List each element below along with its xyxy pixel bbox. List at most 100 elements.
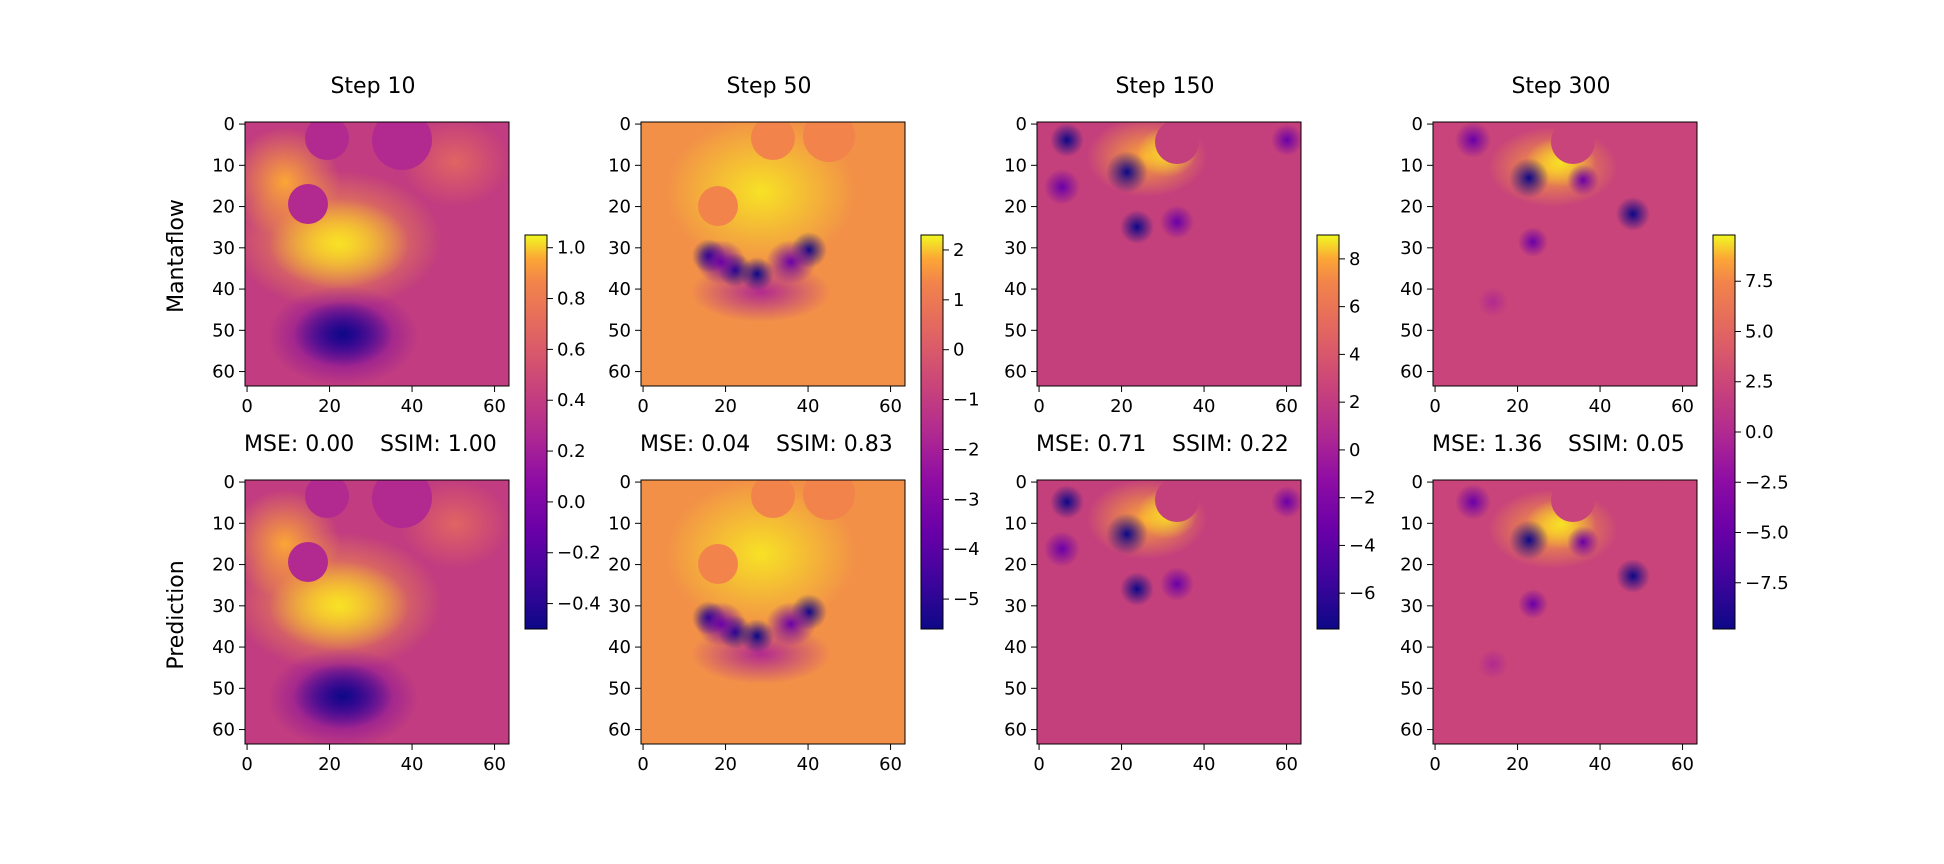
heatmap-feature bbox=[1455, 122, 1491, 158]
y-tick-label: 40 bbox=[1004, 279, 1027, 300]
mse-label: MSE: 0.00 bbox=[244, 432, 354, 457]
colorbar-tick-label: −1 bbox=[953, 390, 980, 411]
x-tick-label: 40 bbox=[797, 754, 820, 775]
y-tick-label: 0 bbox=[620, 472, 631, 493]
axes-frame bbox=[244, 479, 510, 745]
y-tick-label: 60 bbox=[212, 362, 235, 383]
x-tick-label: 0 bbox=[1429, 754, 1440, 775]
y-tick-label: 50 bbox=[608, 678, 631, 699]
colorbar-tick-label: −5 bbox=[953, 589, 980, 610]
x-tick-label: 20 bbox=[714, 396, 737, 417]
y-tick-label: 10 bbox=[608, 155, 631, 176]
mse-label: MSE: 0.71 bbox=[1036, 432, 1146, 457]
x-tick-label: 60 bbox=[879, 754, 902, 775]
y-tick-label: 40 bbox=[212, 637, 235, 658]
colorbar-tick-label: −4 bbox=[1349, 535, 1376, 556]
heatmap-feature bbox=[1567, 164, 1599, 196]
y-tick-label: 40 bbox=[608, 279, 631, 300]
y-tick-label: 30 bbox=[1400, 596, 1423, 617]
panel-title: Step 300 bbox=[1511, 74, 1610, 99]
obstacle-region bbox=[1551, 122, 1595, 164]
y-tick-label: 60 bbox=[1400, 362, 1423, 383]
x-tick-label: 0 bbox=[1429, 396, 1440, 417]
y-tick-label: 10 bbox=[212, 513, 235, 534]
heatmap-feature bbox=[1160, 567, 1194, 601]
x-tick-label: 60 bbox=[1275, 754, 1298, 775]
y-tick-label: 0 bbox=[620, 114, 631, 135]
y-tick-label: 50 bbox=[608, 320, 631, 341]
colorbar-tick-label: 2.5 bbox=[1745, 372, 1774, 393]
colorbar-tick-label: 0.2 bbox=[557, 441, 586, 462]
y-tick-label: 60 bbox=[212, 720, 235, 741]
x-tick-label: 0 bbox=[241, 754, 252, 775]
mse-label: MSE: 1.36 bbox=[1432, 432, 1542, 457]
heatmap-feature bbox=[666, 480, 856, 629]
colorbar-tick-label: 0.4 bbox=[557, 390, 586, 411]
y-tick-label: 30 bbox=[608, 238, 631, 259]
heatmap-feature bbox=[1106, 513, 1148, 555]
y-tick-label: 0 bbox=[1412, 114, 1423, 135]
heatmap-feature bbox=[740, 257, 774, 291]
ssim-label: SSIM: 0.05 bbox=[1568, 432, 1685, 457]
heatmap-image: 0 10 20 30 40 50 60 0 20 40 60 bbox=[608, 472, 906, 775]
x-tick-label: 40 bbox=[401, 396, 424, 417]
x-tick-label: 40 bbox=[401, 754, 424, 775]
x-tick-label: 60 bbox=[483, 396, 506, 417]
heatmap-feature bbox=[1518, 227, 1548, 257]
obstacle-region bbox=[372, 122, 432, 170]
colorbar: 2 1 0 −1 −2 −3 −4 −5 bbox=[920, 234, 980, 630]
obstacle-region bbox=[372, 480, 432, 528]
colorbar-tick-label: 1.0 bbox=[557, 238, 586, 259]
colorbar: 7.5 5.0 2.5 0.0 −2.5 −5.0 −7.5 bbox=[1712, 234, 1789, 630]
y-tick-label: 20 bbox=[1004, 197, 1027, 218]
axes-frame bbox=[1432, 121, 1698, 387]
heatmap-image: 0 10 20 30 40 50 60 0 20 40 60 bbox=[1004, 114, 1302, 417]
heatmap-feature bbox=[696, 240, 746, 284]
x-tick-label: 20 bbox=[318, 396, 341, 417]
y-tick-label: 20 bbox=[608, 555, 631, 576]
row-label-mantaflow: Mantaflow bbox=[164, 199, 189, 313]
panel-title: Step 10 bbox=[330, 74, 415, 99]
heatmap-image: 0 10 20 30 40 50 60 0 20 40 60 bbox=[212, 472, 510, 775]
colorbar-tick-label: −2 bbox=[953, 439, 980, 460]
colorbar-tick-label: 0.6 bbox=[557, 339, 586, 360]
y-tick-label: 60 bbox=[608, 720, 631, 741]
x-tick-label: 60 bbox=[1275, 396, 1298, 417]
y-tick-label: 0 bbox=[224, 114, 235, 135]
axes-frame bbox=[640, 121, 906, 387]
heatmap-feature bbox=[1455, 484, 1491, 520]
x-tick-label: 20 bbox=[1110, 754, 1133, 775]
colorbar-tick-label: 0.0 bbox=[557, 492, 586, 513]
obstacle-region bbox=[288, 184, 328, 224]
heatmap-feature bbox=[1106, 151, 1148, 193]
obstacle-region bbox=[1155, 480, 1199, 522]
axes-frame bbox=[1036, 121, 1302, 387]
axes-frame bbox=[1036, 479, 1302, 745]
colorbar-tick-label: −2 bbox=[1349, 488, 1376, 509]
heatmap-feature bbox=[1616, 559, 1650, 593]
y-tick-label: 30 bbox=[1004, 596, 1027, 617]
x-tick-label: 0 bbox=[637, 396, 648, 417]
obstacle-region bbox=[698, 186, 738, 226]
heatmap-image: 0 10 20 30 40 50 60 0 20 40 60 bbox=[1004, 472, 1302, 775]
y-tick-label: 10 bbox=[1400, 155, 1423, 176]
y-tick-label: 20 bbox=[1400, 197, 1423, 218]
row-label-prediction: Prediction bbox=[164, 560, 189, 669]
colorbar-tick-label: −5.0 bbox=[1745, 523, 1789, 544]
colorbar-tick-label: 2 bbox=[1349, 392, 1360, 413]
y-tick-label: 10 bbox=[1004, 155, 1027, 176]
heatmap-feature bbox=[293, 663, 393, 729]
heatmap-feature bbox=[1271, 124, 1301, 156]
heatmap-feature bbox=[1160, 205, 1194, 239]
axes-frame bbox=[244, 121, 510, 387]
y-tick-label: 50 bbox=[212, 678, 235, 699]
heatmap-feature bbox=[1518, 589, 1548, 619]
heatmap-feature bbox=[766, 602, 816, 646]
y-tick-label: 0 bbox=[1412, 472, 1423, 493]
colorbar-tick-label: 1 bbox=[953, 290, 964, 311]
heatmap-feature bbox=[1044, 531, 1080, 567]
y-tick-label: 50 bbox=[1400, 678, 1423, 699]
x-tick-label: 40 bbox=[797, 396, 820, 417]
x-tick-label: 20 bbox=[1110, 396, 1133, 417]
